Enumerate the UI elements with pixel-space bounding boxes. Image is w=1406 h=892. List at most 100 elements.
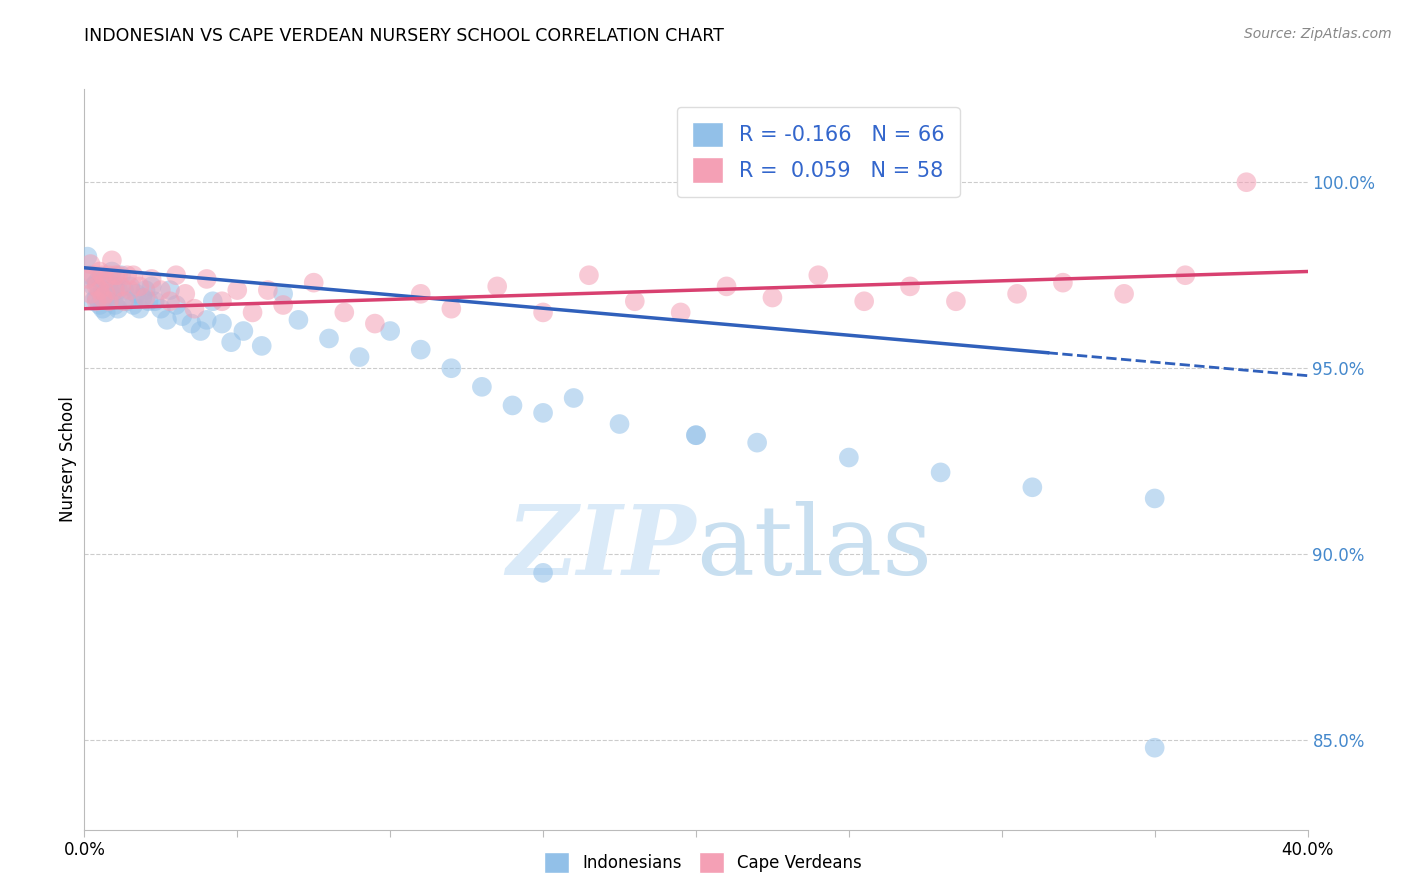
Point xyxy=(79,268,101,283)
Point xyxy=(94,272,117,286)
Point xyxy=(120,279,142,293)
Point xyxy=(624,294,647,309)
Point xyxy=(143,294,166,309)
Point xyxy=(364,317,387,331)
Point xyxy=(86,279,108,293)
Text: INDONESIAN VS CAPE VERDEAN NURSERY SCHOOL CORRELATION CHART: INDONESIAN VS CAPE VERDEAN NURSERY SCHOO… xyxy=(84,27,724,45)
Point xyxy=(83,268,105,283)
Point xyxy=(89,272,111,286)
Point xyxy=(91,268,114,283)
Point xyxy=(349,350,371,364)
Point xyxy=(97,276,120,290)
Text: Source: ZipAtlas.com: Source: ZipAtlas.com xyxy=(1244,27,1392,41)
Point xyxy=(115,294,138,309)
Point xyxy=(79,286,101,301)
Point xyxy=(409,343,432,357)
Point xyxy=(1143,740,1166,755)
Point xyxy=(531,305,554,319)
Point xyxy=(135,291,157,305)
Point xyxy=(761,291,783,305)
Point xyxy=(471,380,494,394)
Point xyxy=(716,279,738,293)
Point xyxy=(302,276,325,290)
Point xyxy=(94,286,117,301)
Point xyxy=(562,391,585,405)
Point xyxy=(165,298,187,312)
Point xyxy=(195,272,218,286)
Point xyxy=(945,294,967,309)
Legend: R = -0.166   N = 66, R =  0.059   N = 58: R = -0.166 N = 66, R = 0.059 N = 58 xyxy=(676,107,960,197)
Point xyxy=(257,283,280,297)
Point xyxy=(318,331,340,345)
Point xyxy=(89,283,111,297)
Point xyxy=(86,294,108,309)
Point xyxy=(232,324,254,338)
Point xyxy=(101,253,124,268)
Point xyxy=(1021,480,1043,494)
Point xyxy=(486,279,509,293)
Point xyxy=(97,294,120,309)
Point xyxy=(107,301,129,316)
Point xyxy=(1005,286,1028,301)
Point xyxy=(97,268,120,283)
Point xyxy=(131,291,153,305)
Point xyxy=(195,313,218,327)
Point xyxy=(250,339,273,353)
Point xyxy=(853,294,876,309)
Point xyxy=(165,268,187,283)
Point xyxy=(333,305,356,319)
Point xyxy=(669,305,692,319)
Point xyxy=(190,324,212,338)
Point xyxy=(1052,276,1074,290)
Point xyxy=(138,294,160,309)
Point xyxy=(122,298,145,312)
Point xyxy=(409,286,432,301)
Point xyxy=(76,250,98,264)
Point xyxy=(898,279,921,293)
Point xyxy=(128,301,150,316)
Point xyxy=(201,294,224,309)
Point xyxy=(112,294,135,309)
Point xyxy=(609,417,631,431)
Point xyxy=(287,313,309,327)
Point xyxy=(104,283,127,297)
Text: atlas: atlas xyxy=(696,501,932,595)
Point xyxy=(440,361,463,376)
Point xyxy=(97,294,120,309)
Point xyxy=(76,272,98,286)
Point xyxy=(1143,491,1166,506)
Point xyxy=(104,268,127,283)
Point xyxy=(89,264,111,278)
Point xyxy=(380,324,402,338)
Point xyxy=(86,291,108,305)
Point xyxy=(122,268,145,283)
Point xyxy=(101,286,124,301)
Point xyxy=(110,279,132,293)
Legend: Indonesians, Cape Verdeans: Indonesians, Cape Verdeans xyxy=(537,846,869,880)
Point xyxy=(929,466,952,480)
Point xyxy=(94,286,117,301)
Point xyxy=(226,283,249,297)
Point xyxy=(172,309,194,323)
Point xyxy=(685,428,707,442)
Point xyxy=(104,298,127,312)
Point xyxy=(159,294,181,309)
Point xyxy=(112,283,135,297)
Point xyxy=(120,283,142,297)
Point xyxy=(149,301,172,316)
Point xyxy=(211,317,233,331)
Point xyxy=(156,313,179,327)
Point xyxy=(107,283,129,297)
Point xyxy=(807,268,830,283)
Point xyxy=(79,257,101,271)
Point xyxy=(141,279,163,293)
Point xyxy=(242,305,264,319)
Point xyxy=(110,268,132,283)
Point xyxy=(91,291,114,305)
Point xyxy=(149,283,172,297)
Point xyxy=(174,286,197,301)
Point xyxy=(86,276,108,290)
Point xyxy=(578,268,600,283)
Point xyxy=(531,566,554,580)
Point xyxy=(128,279,150,293)
